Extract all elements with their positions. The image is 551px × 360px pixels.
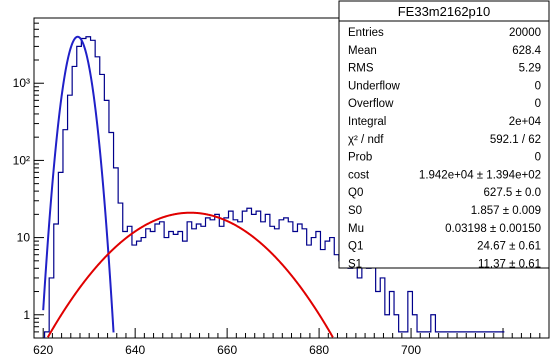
stats-row-label: χ² / ndf bbox=[348, 134, 384, 146]
stats-row-label: S1 bbox=[348, 258, 362, 270]
stats-row-value: 627.5 ± 0.0 bbox=[484, 187, 541, 199]
stats-row-label: Underflow bbox=[348, 80, 400, 92]
stats-row-label: Q0 bbox=[348, 187, 363, 199]
stats-row-value: 1.942e+04 ± 1.394e+02 bbox=[419, 169, 541, 181]
stats-rows: Entries 20000 Mean 628.4 RMS 5.29 Underflow 0 Ov… bbox=[348, 27, 542, 270]
stats-box-title: FE33m2162p10 bbox=[398, 4, 491, 19]
y-tick-label: 10³ bbox=[13, 76, 30, 90]
stats-box-frame bbox=[338, 0, 550, 269]
stats-row-label: cost bbox=[348, 169, 370, 181]
stats-row-label: Integral bbox=[348, 116, 386, 128]
stats-row-value: 24.67 ± 0.61 bbox=[477, 241, 541, 253]
stats-row-label: Q1 bbox=[348, 241, 363, 253]
x-tick-label: 700 bbox=[401, 343, 421, 357]
y-tick-label: 10 bbox=[17, 231, 31, 245]
stats-row-label: Entries bbox=[348, 27, 384, 39]
stats-row-label: Mu bbox=[348, 223, 364, 235]
x-tick-label: 680 bbox=[309, 343, 329, 357]
stats-row-value: 592.1 / 62 bbox=[490, 134, 541, 146]
y-axis: 1 10 10² 10³ bbox=[13, 17, 44, 339]
stats-row-value: 20000 bbox=[509, 27, 541, 39]
y-tick-label: 1 bbox=[23, 308, 30, 322]
stats-row-label: RMS bbox=[348, 63, 374, 75]
stats-row-value: 1.857 ± 0.009 bbox=[471, 205, 541, 217]
stats-row-value: 5.29 bbox=[519, 63, 541, 75]
y-tick-label: 10² bbox=[13, 153, 30, 167]
stats-row-value: 11.37 ± 0.61 bbox=[478, 258, 541, 270]
stats-row-value: 0.03198 ± 0.00150 bbox=[445, 223, 541, 235]
stats-row-label: Mean bbox=[348, 45, 377, 57]
stats-box: FE33m2162p10 Entries 20000 Mean 628.4 RMS 5.2… bbox=[338, 0, 550, 270]
stats-row-label: Prob bbox=[348, 152, 372, 164]
x-tick-label: 640 bbox=[125, 343, 145, 357]
gaussian-fit-curve bbox=[42, 35, 115, 333]
stats-row-value: 0 bbox=[535, 80, 541, 92]
stats-row-label: S0 bbox=[348, 205, 362, 217]
stats-row-value: 2e+04 bbox=[509, 116, 542, 128]
stats-row-value: 0 bbox=[535, 152, 541, 164]
x-axis: 620 640 660 680 700 bbox=[33, 328, 550, 357]
stats-row-label: Overflow bbox=[348, 98, 394, 110]
stats-row-value: 628.4 bbox=[512, 45, 541, 57]
x-tick-label: 620 bbox=[33, 343, 53, 357]
broad-fit-curve bbox=[46, 211, 334, 338]
histogram-series bbox=[43, 36, 505, 338]
x-tick-label: 660 bbox=[217, 343, 237, 357]
stats-row-value: 0 bbox=[535, 98, 541, 110]
